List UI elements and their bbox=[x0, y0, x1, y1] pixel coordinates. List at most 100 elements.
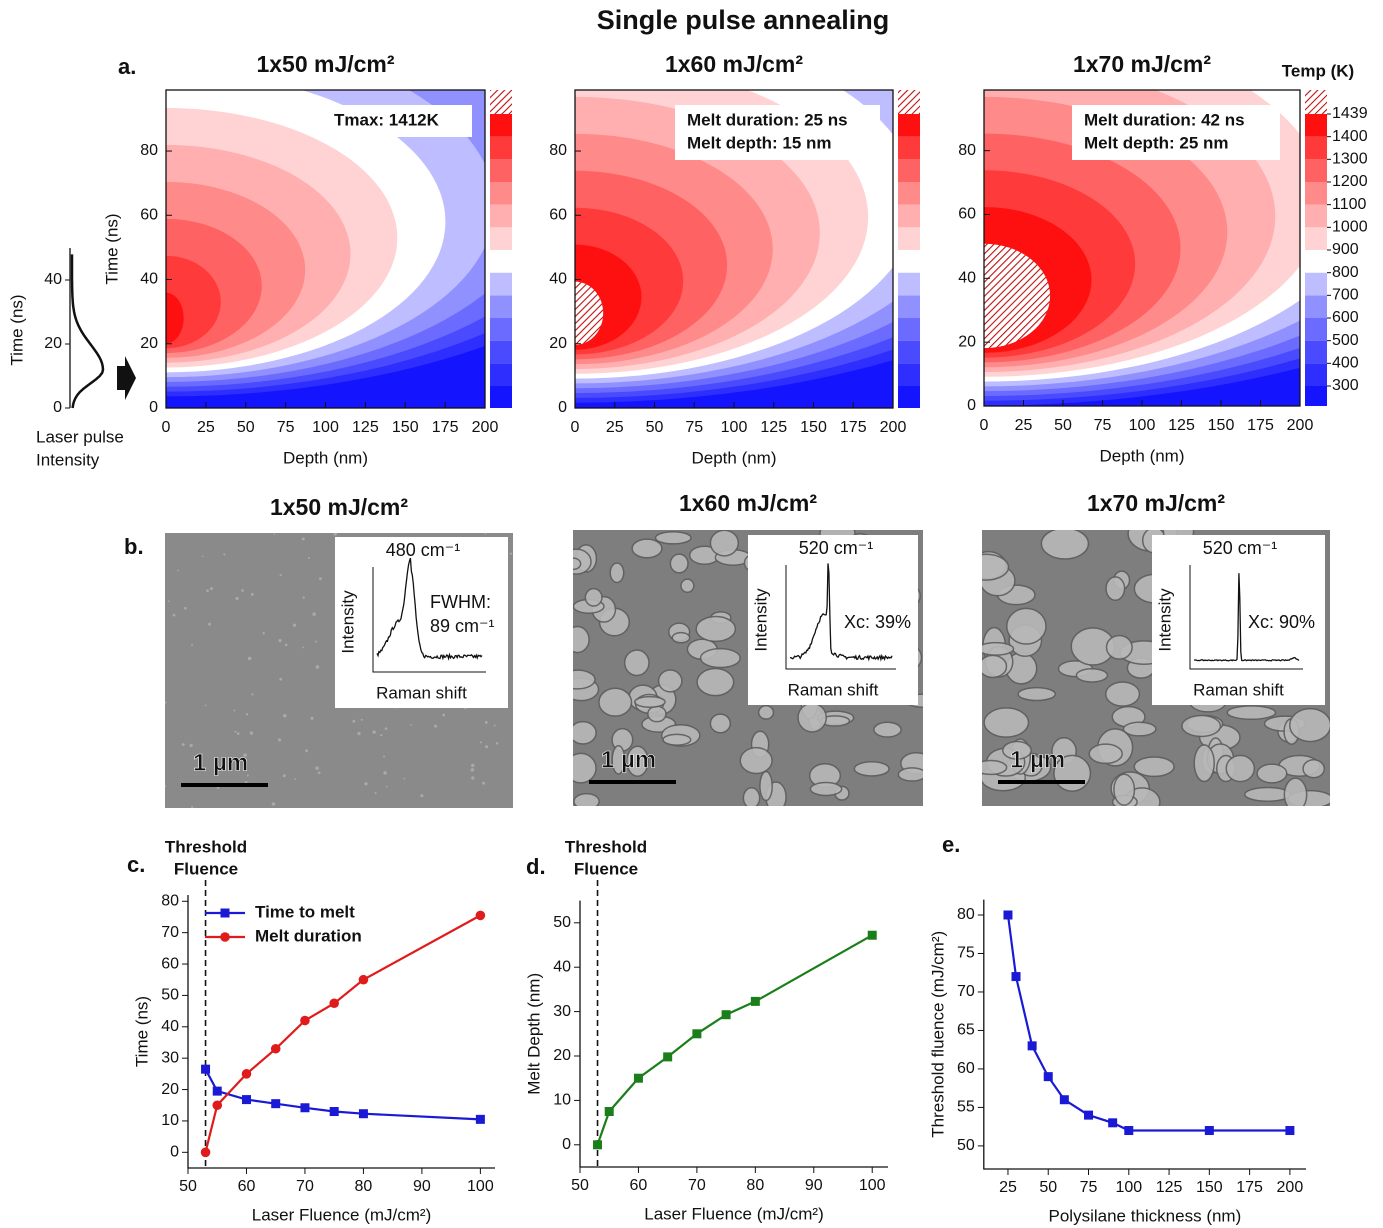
grain bbox=[634, 695, 666, 708]
speck bbox=[236, 732, 240, 735]
speck bbox=[470, 768, 475, 772]
x-tick-label: 50 bbox=[179, 1178, 197, 1195]
speck bbox=[372, 730, 376, 734]
raman-spectrum bbox=[1193, 573, 1300, 662]
y-tick-label: 60 bbox=[958, 206, 976, 223]
x-tick-label: 150 bbox=[1196, 1179, 1223, 1196]
grain bbox=[1017, 686, 1057, 702]
grain bbox=[611, 744, 626, 775]
speck bbox=[383, 755, 386, 758]
grain bbox=[742, 787, 761, 806]
grain bbox=[1122, 721, 1157, 737]
y-tick-label: 20 bbox=[44, 335, 62, 352]
speck bbox=[302, 596, 305, 599]
x-tick-label: 50 bbox=[571, 1177, 589, 1194]
peak-label: 520 cm⁻¹ bbox=[1203, 538, 1278, 558]
speck bbox=[250, 592, 254, 596]
x-tick-label: 50 bbox=[1039, 1179, 1057, 1196]
speck bbox=[485, 745, 489, 749]
x-axis-label: Laser Fluence (mJ/cm²) bbox=[644, 1204, 823, 1223]
x-tick-label: 25 bbox=[999, 1179, 1017, 1196]
series-line bbox=[204, 1068, 481, 1121]
marker bbox=[1059, 1095, 1069, 1105]
x-tick-label: 75 bbox=[1080, 1179, 1098, 1196]
x-tick-label: 90 bbox=[805, 1177, 823, 1194]
y-tick-label: 10 bbox=[553, 1092, 571, 1109]
speck bbox=[241, 589, 244, 592]
y-tick-label: 80 bbox=[140, 142, 158, 159]
axes bbox=[983, 899, 1306, 1170]
legend-marker bbox=[220, 932, 230, 942]
grain bbox=[1088, 743, 1123, 765]
colorbar-band bbox=[490, 159, 512, 182]
speck bbox=[245, 713, 249, 716]
colorbar-band bbox=[490, 363, 512, 386]
speck bbox=[434, 724, 438, 728]
marker bbox=[1124, 1126, 1134, 1136]
marker bbox=[721, 1010, 731, 1020]
inset-x-label: Raman shift bbox=[1193, 680, 1284, 699]
speck bbox=[420, 794, 424, 798]
x-tick-label: 100 bbox=[721, 419, 748, 436]
contour-field bbox=[575, 90, 893, 408]
y-tick-label: 60 bbox=[549, 206, 567, 223]
x-tick-label: 175 bbox=[1236, 1179, 1263, 1196]
colorbar-band bbox=[490, 295, 512, 318]
inset-note: FWHM: bbox=[430, 592, 491, 612]
annotation: Melt duration: 42 ns bbox=[1084, 110, 1245, 129]
speck bbox=[273, 533, 276, 535]
grain bbox=[647, 705, 667, 723]
speck bbox=[292, 623, 297, 627]
colorbar-band bbox=[898, 159, 920, 182]
x-tick-label: 25 bbox=[1015, 417, 1033, 434]
annotation-box bbox=[675, 105, 880, 160]
colorbar-band bbox=[490, 90, 512, 114]
grain bbox=[573, 792, 600, 806]
y-tick-label: 70 bbox=[957, 983, 975, 1000]
x-tick-label: 125 bbox=[1168, 417, 1195, 434]
speck bbox=[479, 741, 482, 744]
speck bbox=[509, 552, 513, 555]
x-tick-label: 200 bbox=[1287, 417, 1314, 434]
x-tick-label: 50 bbox=[237, 419, 255, 436]
grain bbox=[1288, 707, 1330, 743]
colorbar-band bbox=[898, 182, 920, 205]
speck bbox=[243, 753, 247, 757]
annotation: Melt duration: 25 ns bbox=[687, 110, 848, 129]
inset-note: 89 cm⁻¹ bbox=[430, 616, 495, 636]
x-tick-label: 25 bbox=[606, 419, 624, 436]
x-tick-label: 175 bbox=[432, 419, 459, 436]
y-tick-label: 75 bbox=[957, 945, 975, 962]
speck bbox=[305, 749, 308, 753]
grain bbox=[657, 669, 683, 693]
speck bbox=[246, 774, 249, 777]
annotation: Fluence bbox=[574, 859, 638, 878]
speck bbox=[284, 643, 288, 647]
y-tick-label: 70 bbox=[161, 924, 179, 941]
grain bbox=[982, 641, 1015, 656]
annotation: Melt depth: 15 nm bbox=[687, 133, 832, 152]
grain bbox=[662, 733, 692, 746]
colorbar-band bbox=[490, 318, 512, 341]
marker bbox=[241, 1095, 251, 1105]
x-tick-label: 70 bbox=[296, 1178, 314, 1195]
speck bbox=[184, 606, 187, 610]
x-axis-label: Depth (nm) bbox=[691, 448, 776, 467]
y-tick-label: 50 bbox=[957, 1137, 975, 1154]
y-tick-label: 30 bbox=[161, 1049, 179, 1066]
x-tick-label: 75 bbox=[1094, 417, 1112, 434]
x-tick-label: 50 bbox=[646, 419, 664, 436]
grain bbox=[573, 669, 596, 690]
inset-y-label: Intensity bbox=[751, 588, 770, 652]
speck bbox=[177, 569, 179, 572]
marker bbox=[593, 1140, 603, 1150]
speck bbox=[249, 731, 254, 735]
marker bbox=[358, 1109, 368, 1119]
colorbar-band bbox=[1305, 204, 1327, 228]
grain bbox=[1283, 777, 1308, 806]
y-tick-label: 20 bbox=[549, 335, 567, 352]
speck bbox=[301, 537, 305, 541]
colorbar-band bbox=[1305, 318, 1327, 341]
marker bbox=[1084, 1110, 1094, 1120]
y-tick-label: 55 bbox=[957, 1099, 975, 1116]
